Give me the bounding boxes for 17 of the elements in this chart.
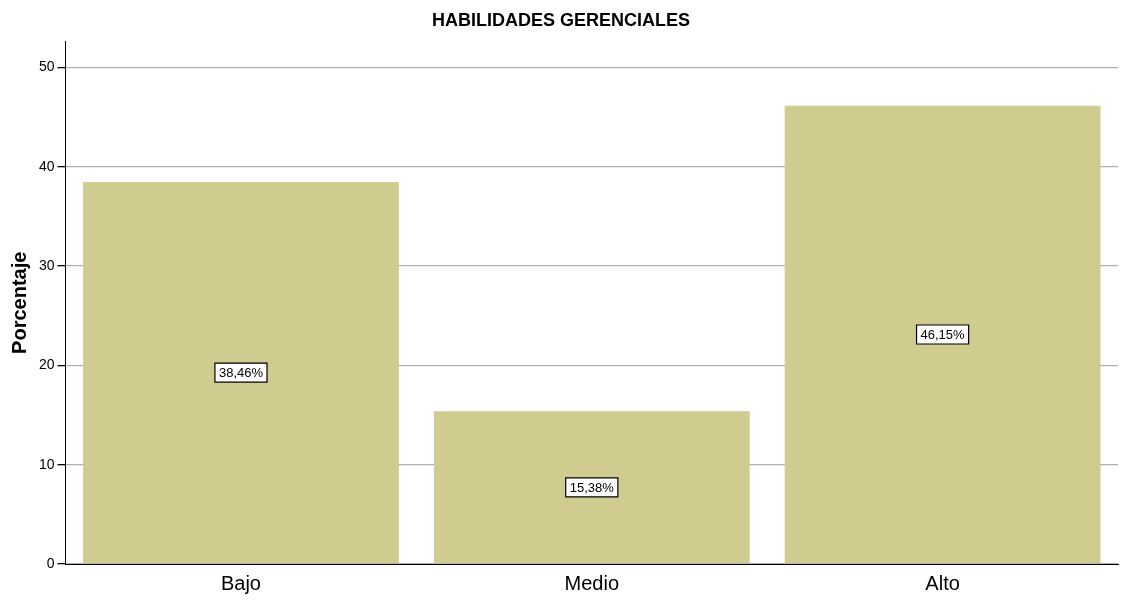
data-label: 15,38%: [569, 479, 615, 495]
y-tick-label: 10: [38, 455, 55, 472]
chart-title: HABILIDADES GERENCIALES: [431, 9, 691, 30]
data-label: 46,15%: [920, 327, 966, 343]
y-tick-label: 40: [38, 157, 55, 174]
y-tick-label: 50: [38, 58, 55, 75]
data-label: 38,46%: [218, 365, 264, 381]
x-tick-label: Medio: [564, 571, 620, 594]
y-axis-title: Porcentaje: [7, 251, 30, 354]
y-tick-label: 30: [38, 256, 55, 273]
bar: [83, 182, 399, 564]
x-tick-label: Alto: [925, 571, 960, 594]
y-tick-label: 0: [46, 554, 55, 571]
bar: [433, 411, 750, 564]
bar: [784, 105, 1101, 564]
x-tick-label: Bajo: [220, 571, 261, 594]
y-tick-label: 20: [38, 356, 55, 373]
